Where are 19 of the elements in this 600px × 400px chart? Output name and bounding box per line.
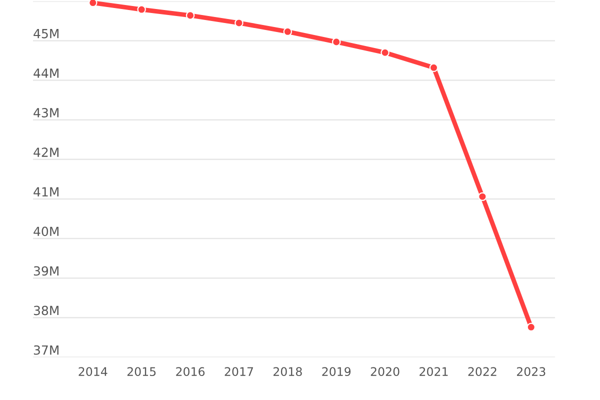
y-tick-label: 40M: [34, 226, 58, 236]
x-tick-label: 2020: [370, 367, 400, 376]
y-tick-label: 37M: [34, 345, 58, 355]
x-tick-label: 2017: [224, 367, 253, 376]
y-tick-label: 42M: [34, 148, 58, 157]
x-tick-label: 2021: [420, 367, 448, 376]
x-tick-label: 2015: [127, 367, 156, 376]
y-tick-label: 38M: [34, 306, 58, 316]
y-tick-label: 39M: [34, 266, 58, 276]
x-tick-label: 2016: [176, 367, 205, 376]
y-tick-label: 45M: [34, 29, 58, 38]
x-tick-label: 2019: [322, 367, 351, 376]
x-tick-label: 2018: [274, 367, 302, 376]
x-tick-label: 2022: [468, 367, 496, 376]
y-tick-label: 44M: [34, 68, 58, 78]
y-tick-label: 41M: [34, 187, 58, 196]
y-tick-label: 43M: [34, 108, 58, 118]
x-tick-label: 2014: [78, 367, 108, 376]
x-tick-label: 2023: [516, 367, 546, 376]
